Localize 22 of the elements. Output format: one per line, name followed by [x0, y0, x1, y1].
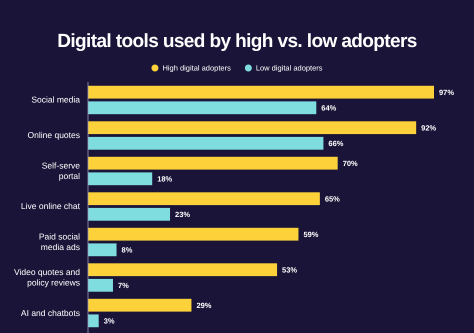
bar [88, 156, 338, 170]
bar [88, 278, 113, 292]
y-tick-label: Paid social media ads [38, 232, 80, 252]
y-tick-label: Live online chat [20, 201, 81, 212]
bar [88, 314, 99, 328]
bar [88, 136, 324, 150]
y-tick-label: Self-serve portal [42, 160, 80, 181]
bar [88, 86, 434, 99]
bar [88, 192, 320, 206]
bar [88, 298, 192, 312]
bar [88, 243, 117, 256]
bar [88, 172, 152, 186]
y-tick-label: Video quotes and policy reviews [14, 267, 80, 288]
bar [88, 228, 298, 241]
bar [88, 101, 316, 114]
bar [88, 263, 278, 276]
chart-title: Digital tools used by high vs. low adopters [57, 31, 417, 52]
bar [88, 121, 416, 134]
bar [88, 208, 170, 221]
y-tick-label: AI and chatbots [20, 308, 80, 318]
y-tick-label: Online quotes [28, 130, 80, 140]
y-tick-label: Social media [31, 94, 80, 105]
